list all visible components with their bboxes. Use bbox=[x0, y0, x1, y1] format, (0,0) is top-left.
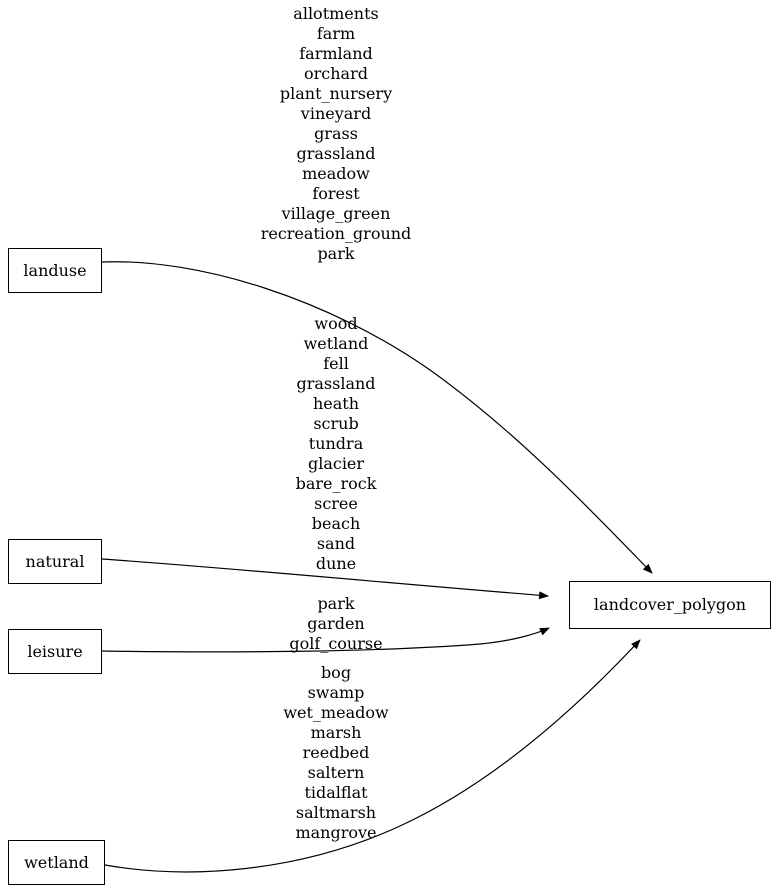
edge-label-line: saltmarsh bbox=[295, 803, 377, 822]
edge-label-line: wetland bbox=[303, 334, 369, 353]
edge-label-line: grass bbox=[314, 124, 358, 143]
edge-label-line: dune bbox=[315, 554, 357, 573]
node-wetland[interactable]: wetland bbox=[8, 840, 105, 885]
edge-label-line: grassland bbox=[296, 374, 376, 393]
edge-label-line: park bbox=[317, 244, 355, 263]
edge-label-line: mangrove bbox=[295, 823, 377, 842]
node-landcover-polygon[interactable]: landcover_polygon bbox=[569, 581, 771, 629]
node-landuse-label: landuse bbox=[23, 260, 87, 280]
edge-label-line: forest bbox=[312, 184, 360, 203]
edge-label-line: garden bbox=[307, 614, 365, 633]
edge-label-line: bog bbox=[320, 663, 352, 682]
edge-label-line: bare_rock bbox=[295, 474, 377, 493]
edge-label-line: meadow bbox=[302, 164, 370, 183]
node-natural[interactable]: natural bbox=[8, 539, 102, 584]
edge-label-line: recreation_ground bbox=[260, 224, 412, 243]
edge-label-line: farm bbox=[316, 24, 356, 43]
edge-label-line: fell bbox=[323, 354, 349, 373]
edge-label-line: scrub bbox=[313, 414, 359, 433]
edge-label-line: farmland bbox=[299, 44, 373, 63]
edge-label-line: grassland bbox=[296, 144, 376, 163]
edge-label-line: reedbed bbox=[302, 743, 370, 762]
edge-label-line: saltern bbox=[307, 763, 365, 782]
edge-label-line: allotments bbox=[293, 4, 379, 23]
edge-label-line: orchard bbox=[304, 64, 368, 83]
edge-label-line: beach bbox=[311, 514, 361, 533]
edge-label-line: scree bbox=[314, 494, 358, 513]
edge-label-line: wood bbox=[314, 314, 358, 333]
edge-label-line: tundra bbox=[308, 434, 364, 453]
edge-label-line: wet_meadow bbox=[283, 703, 389, 722]
edge-label-line: village_green bbox=[281, 204, 391, 223]
node-landuse[interactable]: landuse bbox=[8, 248, 102, 293]
edge-label-line: swamp bbox=[307, 683, 365, 702]
edge-label-natural: wood wetland fell grassland heath scrub tundra… bbox=[186, 314, 486, 574]
edge-label-line: heath bbox=[312, 394, 360, 413]
node-wetland-label: wetland bbox=[24, 852, 89, 872]
edge-label-line: vineyard bbox=[300, 104, 372, 123]
edge-label-line: sand bbox=[316, 534, 356, 553]
edge-label-landuse: allotments farm farmland orchard plant_nurse… bbox=[186, 4, 486, 264]
node-natural-label: natural bbox=[25, 551, 85, 571]
node-leisure[interactable]: leisure bbox=[8, 629, 102, 674]
edge-label-line: glacier bbox=[307, 454, 365, 473]
edge-label-line: plant_nursery bbox=[279, 84, 393, 103]
edge-label-line: park bbox=[317, 594, 355, 613]
edge-label-line: marsh bbox=[310, 723, 362, 742]
node-leisure-label: leisure bbox=[27, 641, 83, 661]
edge-label-wetland: bog swamp wet_meadow marsh reedbed saltern tid… bbox=[186, 663, 486, 843]
edge-label-line: golf_course bbox=[289, 634, 383, 653]
edge-label-line: tidalflat bbox=[304, 783, 368, 802]
node-landcover-polygon-label: landcover_polygon bbox=[593, 595, 747, 614]
edge-label-leisure: park garden golf_course bbox=[186, 594, 486, 654]
